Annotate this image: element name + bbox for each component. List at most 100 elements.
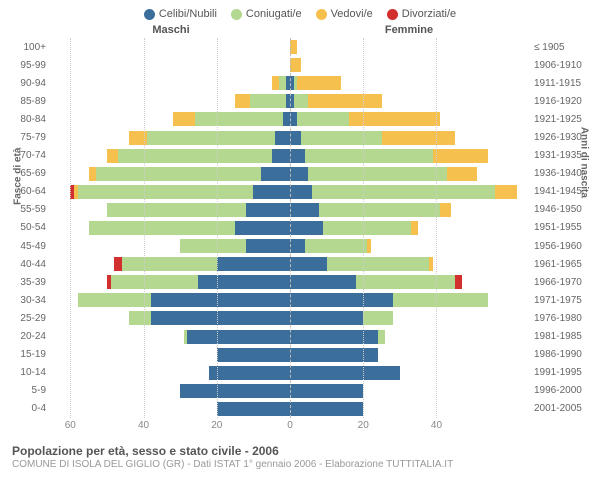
pyramid-row: 50-541951-1955	[8, 219, 592, 237]
age-label: 65-69	[8, 168, 52, 179]
segment-c	[180, 384, 290, 398]
segment-c	[253, 185, 290, 199]
segment-k	[195, 112, 283, 126]
gridline	[436, 38, 437, 418]
pyramid-row: 20-241981-1985	[8, 328, 592, 346]
segment-c	[290, 402, 363, 416]
pyramid-row: 60-641941-1945	[8, 183, 592, 201]
segment-c	[290, 366, 400, 380]
segment-k	[312, 185, 495, 199]
male-bar	[52, 74, 290, 92]
year-label: 1981-1985	[528, 331, 592, 342]
female-bar	[290, 273, 528, 291]
male-bar	[52, 147, 290, 165]
segment-v	[272, 76, 279, 90]
year-label: 1956-1960	[528, 241, 592, 252]
segment-k	[78, 293, 151, 307]
gridline	[70, 38, 71, 418]
segment-v	[440, 203, 451, 217]
year-label: 1946-1950	[528, 204, 592, 215]
segment-k	[96, 167, 261, 181]
female-bar	[290, 38, 528, 56]
age-label: 60-64	[8, 186, 52, 197]
age-label: 95-99	[8, 60, 52, 71]
x-axis-ticks: 60402002040	[52, 420, 528, 436]
segment-k	[297, 112, 348, 126]
segment-c	[246, 203, 290, 217]
segment-d	[455, 275, 462, 289]
age-label: 45-49	[8, 241, 52, 252]
segment-c	[272, 149, 290, 163]
legend-swatch	[144, 9, 155, 20]
segment-k	[294, 94, 309, 108]
age-label: 5-9	[8, 385, 52, 396]
pyramid-row: 75-791926-1930	[8, 128, 592, 146]
gridline	[217, 38, 218, 418]
x-tick: 40	[431, 420, 442, 431]
segment-c	[290, 149, 305, 163]
year-label: 1976-1980	[528, 313, 592, 324]
segment-c	[290, 185, 312, 199]
segment-k	[363, 311, 392, 325]
year-label: 1991-1995	[528, 367, 592, 378]
age-label: 90-94	[8, 78, 52, 89]
legend-item: Celibi/Nubili	[144, 8, 217, 20]
segment-c	[290, 293, 393, 307]
male-bar	[52, 56, 290, 74]
bars-container: 100+≤ 190595-991906-191090-941911-191585…	[8, 38, 592, 418]
segment-c	[217, 257, 290, 271]
x-axis: 60402002040	[8, 420, 592, 436]
pyramid-row: 40-441961-1965	[8, 255, 592, 273]
segment-v	[382, 131, 455, 145]
female-bar	[290, 110, 528, 128]
male-bar	[52, 364, 290, 382]
male-bar	[52, 219, 290, 237]
pyramid-row: 30-341971-1975	[8, 291, 592, 309]
female-bar	[290, 92, 528, 110]
segment-c	[290, 257, 327, 271]
year-label: 2001-2005	[528, 403, 592, 414]
segment-k	[89, 221, 235, 235]
male-bar	[52, 92, 290, 110]
female-bar	[290, 346, 528, 364]
age-label: 70-74	[8, 150, 52, 161]
segment-c	[290, 348, 378, 362]
male-bar	[52, 110, 290, 128]
gridline	[290, 38, 291, 418]
age-label: 15-19	[8, 349, 52, 360]
segment-k	[327, 257, 430, 271]
segment-v	[297, 76, 341, 90]
x-tick: 60	[65, 420, 76, 431]
legend: Celibi/NubiliConiugati/eVedovi/eDivorzia…	[8, 8, 592, 20]
segment-c	[217, 348, 290, 362]
segment-k	[323, 221, 411, 235]
segment-k	[305, 239, 367, 253]
segment-v	[290, 40, 297, 54]
age-label: 35-39	[8, 277, 52, 288]
female-bar	[290, 400, 528, 418]
segment-d	[114, 257, 121, 271]
year-label: 1931-1935	[528, 150, 592, 161]
male-bar	[52, 328, 290, 346]
legend-swatch	[231, 9, 242, 20]
pyramid-row: 10-141991-1995	[8, 364, 592, 382]
female-bar	[290, 382, 528, 400]
pyramid-row: 35-391966-1970	[8, 273, 592, 291]
male-bar	[52, 291, 290, 309]
pyramid-row: 100+≤ 1905	[8, 38, 592, 56]
chart-title: Popolazione per età, sesso e stato civil…	[12, 444, 592, 458]
segment-v	[290, 58, 301, 72]
female-bar	[290, 165, 528, 183]
legend-item: Vedovi/e	[316, 8, 373, 20]
pyramid-row: 5-91996-2000	[8, 382, 592, 400]
year-label: 1906-1910	[528, 60, 592, 71]
x-tick: 20	[358, 420, 369, 431]
year-label: 1986-1990	[528, 349, 592, 360]
segment-c	[235, 221, 290, 235]
male-bar	[52, 201, 290, 219]
year-label: 1921-1925	[528, 114, 592, 125]
population-pyramid-chart: Celibi/NubiliConiugati/eVedovi/eDivorzia…	[0, 0, 600, 500]
segment-v	[107, 149, 118, 163]
segment-k	[279, 76, 286, 90]
age-label: 75-79	[8, 132, 52, 143]
